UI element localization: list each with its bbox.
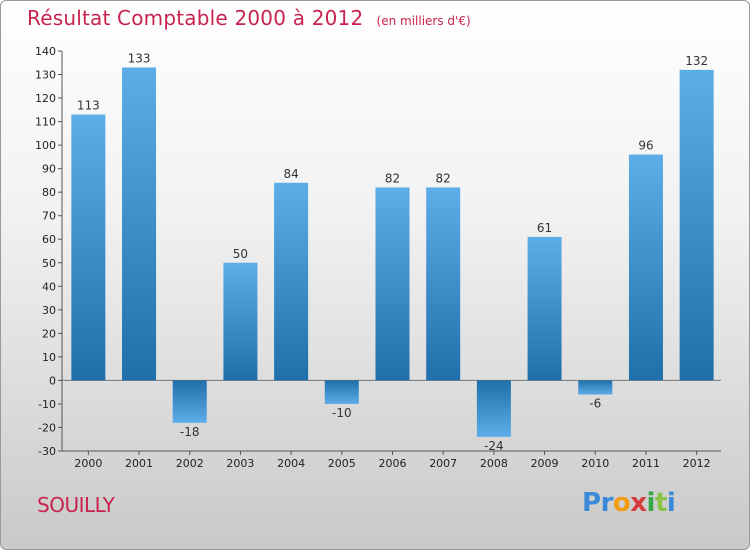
y-tick-label: 40 [42,280,56,293]
logo-letter: i [646,488,656,518]
bars [71,67,714,437]
logo-letter: P [582,488,601,518]
x-tick-label: 2007 [429,457,457,470]
y-tick-label: 60 [42,233,56,246]
value-label-2004: 84 [283,167,298,181]
y-tick-label: 100 [35,139,56,152]
bar-2000 [71,114,106,381]
value-label-2012: 132 [685,54,708,68]
bar-2003 [223,262,258,381]
x-tick-label: 2011 [632,457,660,470]
value-labels: 113 133 -18 50 84 -10 82 82 -24 61 -6 96 132 [77,51,708,452]
proxiti-logo[interactable]: Proxiti [582,488,676,518]
y-tick-label: 130 [35,69,56,82]
x-tick-label: 2004 [277,457,305,470]
chart-subtitle: (en milliers d'€) [376,14,471,28]
value-label-2002: -18 [180,425,200,439]
y-tick-label: 20 [42,327,56,340]
x-tick-label: 2003 [226,457,254,470]
bar-2007 [426,187,461,381]
logo-letter: o [612,488,631,518]
bar-2008 [476,380,511,437]
logo-letter: i [666,488,676,518]
bar-2006 [375,187,410,381]
y-tick-label: 70 [42,210,56,223]
chart-title: Résultat Comptable 2000 à 2012 [27,6,364,30]
y-tick-label: 140 [35,45,56,58]
value-label-2005: -10 [332,406,352,420]
x-tick-label: 2002 [176,457,204,470]
y-tick-label: 90 [42,163,56,176]
bar-2010 [578,380,613,395]
x-tick-label: 2005 [328,457,356,470]
y-tick-label: -20 [38,421,56,434]
x-tick-label: 2000 [74,457,102,470]
y-tick-label: 110 [35,116,56,129]
value-label-2011: 96 [638,139,653,153]
logo-letter: t [654,488,667,518]
y-tick-label: -10 [38,398,56,411]
logo-letter: r [600,488,614,518]
y-tick-label: 30 [42,304,56,317]
x-tick-label: 2008 [480,457,508,470]
value-label-2009: 61 [537,221,552,235]
title-block: Résultat Comptable 2000 à 2012 (en milli… [27,6,471,30]
bar-2002 [172,380,207,423]
bar-2009 [527,236,562,381]
y-tick-label: 0 [49,374,56,387]
x-tick-label: 2012 [683,457,711,470]
bar-2011 [628,154,663,381]
y-tick-label: 10 [42,351,56,364]
x-tick-label: 2010 [581,457,609,470]
y-tick-label: 80 [42,186,56,199]
bar-2001 [122,67,157,381]
bar-2005 [324,380,359,404]
value-label-2007: 82 [436,171,451,185]
value-label-2010: -6 [589,397,601,411]
x-tick-label: 2001 [125,457,153,470]
axes: -30 -20 -10 0 10 20 30 40 50 60 70 80 90 100 110 120 130… [35,45,721,470]
value-label-2003: 50 [233,247,248,261]
value-label-2006: 82 [385,171,400,185]
value-label-2001: 133 [128,51,151,65]
bar-2012 [679,69,714,381]
x-tick-label: 2009 [531,457,559,470]
commune-name: SOUILLY [37,493,115,517]
logo-letter: x [630,488,647,518]
value-label-2008: -24 [484,439,504,453]
value-label-2000: 113 [77,99,100,113]
y-tick-label: -30 [38,445,56,458]
y-tick-label: 120 [35,92,56,105]
y-tick-label: 50 [42,257,56,270]
bar-2004 [274,182,309,381]
x-tick-label: 2006 [379,457,407,470]
